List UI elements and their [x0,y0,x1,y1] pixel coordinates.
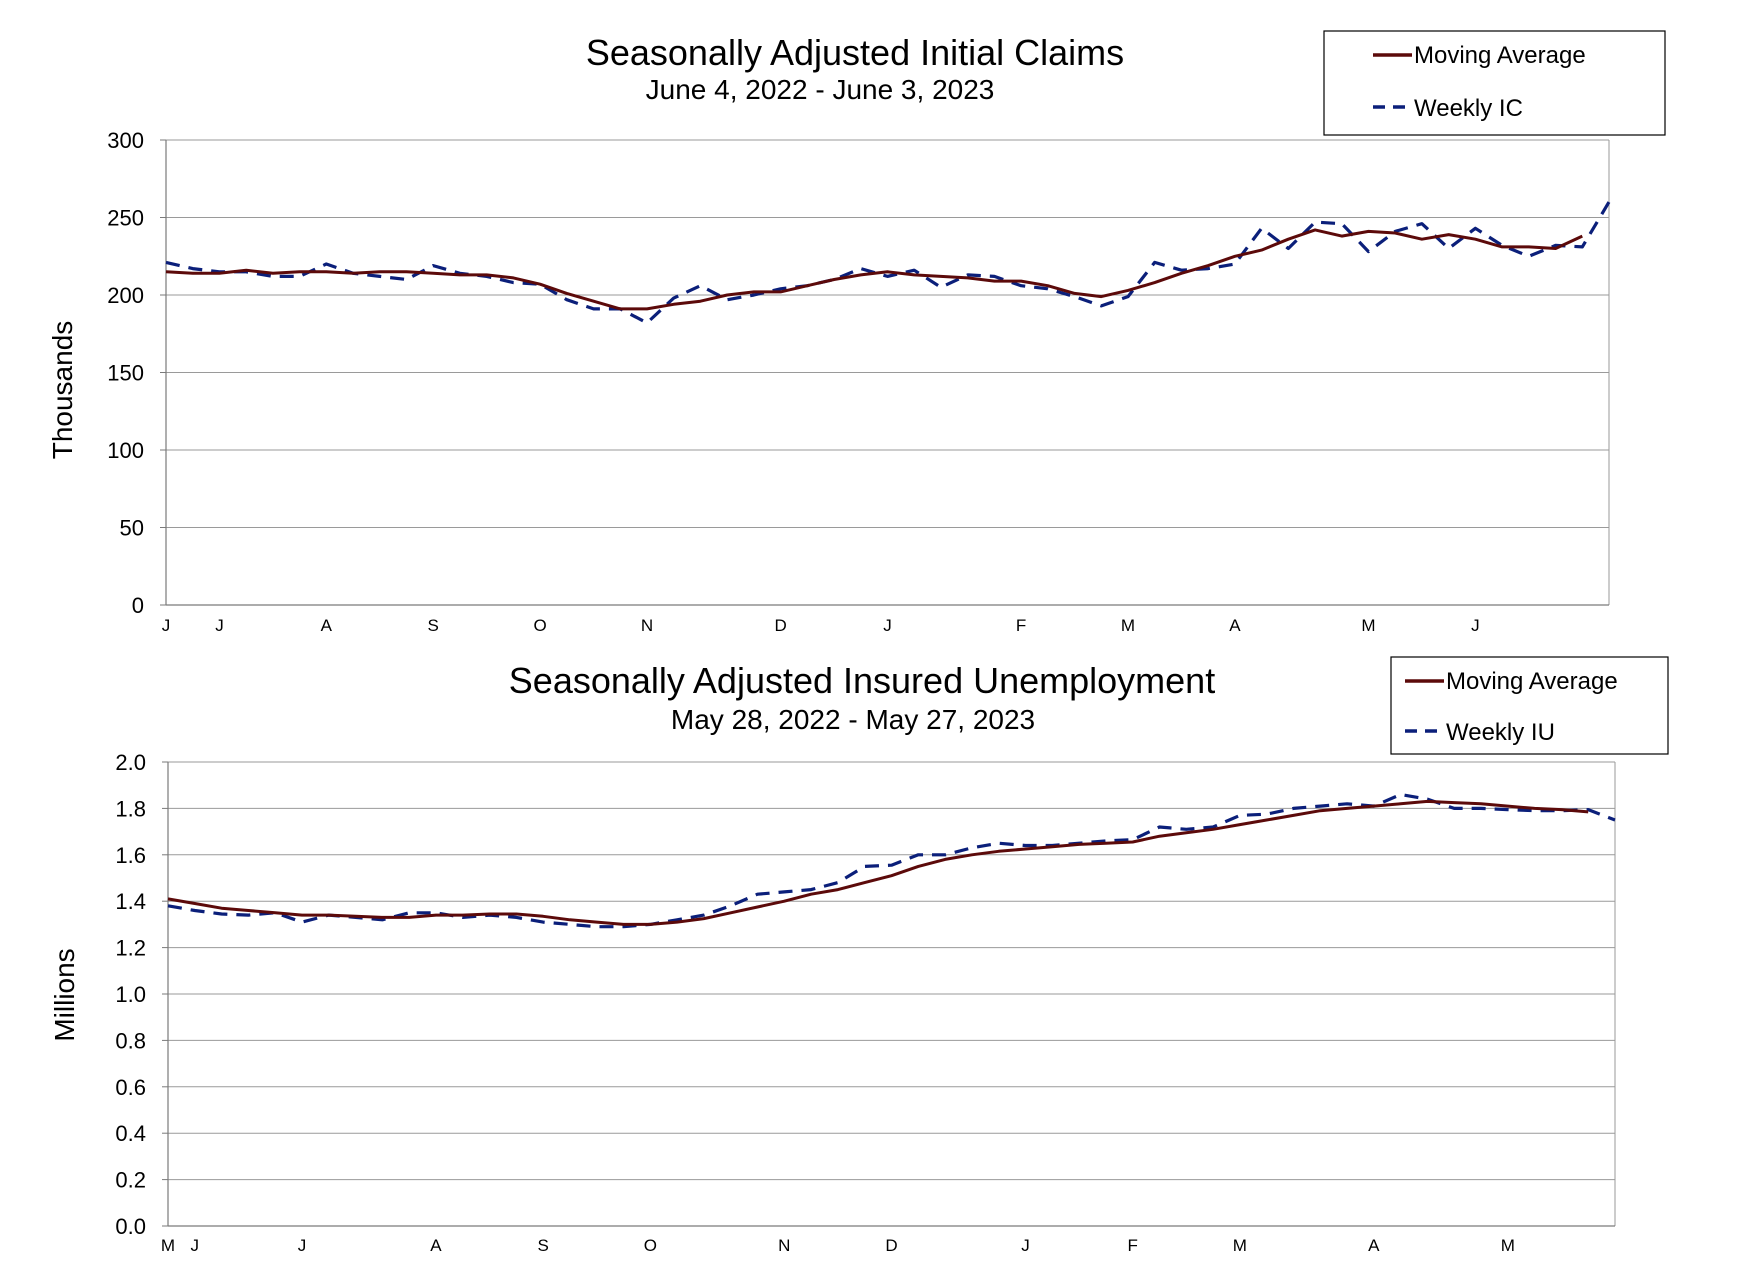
legend-label-moving-average: Moving Average [1446,668,1618,695]
x-tick-label: S [537,1236,548,1255]
x-tick-label: J [191,1236,200,1255]
y-tick-label: 1.4 [115,889,146,914]
x-tick-label: M [1361,616,1375,635]
legend: Moving Average Weekly IU [1390,656,1669,755]
series-line-weekly-ic [165,201,1611,325]
initial-claims-chart: Seasonally Adjusted Initial Claims June … [47,30,1666,635]
y-tick-label: 1.0 [115,982,146,1007]
y-tick-label: 200 [107,283,144,308]
y-tick-label: 250 [107,206,144,231]
legend-label-weekly-iu: Weekly IU [1446,719,1555,746]
x-tick-label: M [1501,1236,1515,1255]
y-tick-label: 0.8 [115,1028,146,1053]
x-tick-label: J [883,616,892,635]
chart-subtitle: May 28, 2022 - May 27, 2023 [671,704,1035,735]
y-tick-label: 100 [107,438,144,463]
chart-title: Seasonally Adjusted Initial Claims [586,32,1124,73]
x-tick-label: F [1016,616,1026,635]
x-tick-label: O [644,1236,657,1255]
y-tick-label: 300 [107,128,144,153]
y-tick-label: 0.4 [115,1121,146,1146]
x-tick-label: D [885,1236,897,1255]
x-tick-label: A [1229,616,1241,635]
x-tick-label: J [162,616,171,635]
x-tick-label: J [298,1236,307,1255]
y-tick-label: 2.0 [115,750,146,775]
y-tick-label: 0 [132,593,144,618]
x-tick-label: J [215,616,224,635]
legend-label-weekly-ic: Weekly IC [1414,95,1523,122]
gridlines [160,139,1610,606]
legend-label-moving-average: Moving Average [1414,42,1586,69]
legend-box [1323,30,1666,136]
x-tick-label: D [774,616,786,635]
legend-box [1390,656,1669,755]
y-axis-label: Thousands [47,321,78,460]
chart-title: Seasonally Adjusted Insured Unemployment [509,660,1215,701]
x-tick-label: O [533,616,546,635]
y-tick-labels: 0 50 100 150 200 250 300 [107,128,144,618]
x-tick-label: M [1233,1236,1247,1255]
y-tick-label: 1.6 [115,843,146,868]
y-tick-label: 150 [107,361,144,386]
x-tick-label: M [1121,616,1135,635]
y-tick-label: 1.2 [115,936,146,961]
x-tick-label: M [161,1236,175,1255]
x-tick-label: N [778,1236,790,1255]
series-line-weekly-iu [167,792,1616,929]
y-tick-label: 50 [120,516,144,541]
y-tick-labels: 0.0 0.2 0.4 0.6 0.8 1.0 1.2 1.4 1.6 1.8 2.0 [115,750,146,1239]
x-tick-label: J [1021,1236,1030,1255]
chart-subtitle: June 4, 2022 - June 3, 2023 [646,74,995,105]
y-tick-label: 0.0 [115,1214,146,1239]
legend: Moving Average Weekly IC [1323,30,1666,136]
y-tick-label: 0.2 [115,1168,146,1193]
series-line-moving-average [167,799,1589,926]
x-tick-label: S [428,616,439,635]
series-lines [165,201,1611,325]
x-tick-label: A [321,616,333,635]
y-axis-label: Millions [49,948,80,1041]
y-tick-label: 1.8 [115,796,146,821]
x-tick-label: J [1471,616,1480,635]
series-line-moving-average [165,228,1583,311]
x-tick-label: F [1127,1236,1137,1255]
x-tick-label: A [1368,1236,1380,1255]
gridlines [162,761,1616,1227]
series-lines [167,792,1616,929]
x-tick-label: N [641,616,653,635]
x-tick-label: A [430,1236,442,1255]
insured-unemployment-chart: Seasonally Adjusted Insured Unemployment… [49,656,1669,1255]
y-tick-label: 0.6 [115,1075,146,1100]
